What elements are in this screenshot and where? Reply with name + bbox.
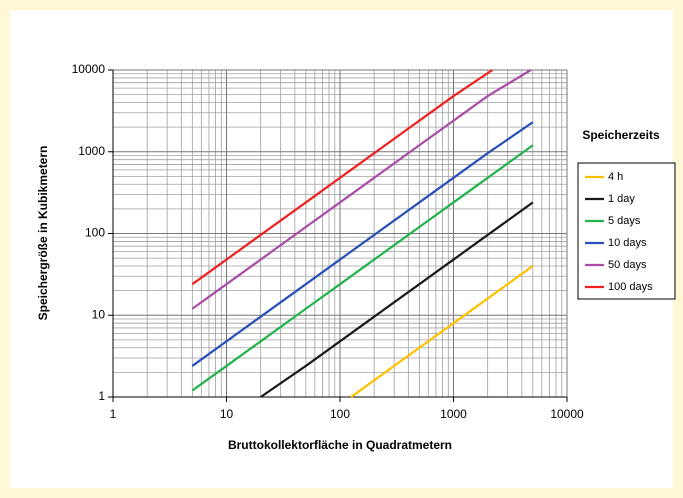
series-line <box>350 265 534 398</box>
x-tick-label: 1 <box>110 407 117 421</box>
x-axis-label: Bruttokollektorfläche in Quadratmetern <box>228 438 452 452</box>
legend-label: 10 days <box>608 237 647 249</box>
y-axis-label: Speichergröße in Kubikmetern <box>36 146 50 321</box>
legend-label: 5 days <box>608 215 641 227</box>
legend-label: 1 day <box>608 193 635 205</box>
y-tick-label: 10000 <box>72 62 106 76</box>
x-tick-label: 100 <box>330 407 350 421</box>
legend-label: 100 days <box>608 281 653 293</box>
legend-label: 4 h <box>608 171 623 183</box>
legend-label: 50 days <box>608 259 647 271</box>
series-line <box>191 121 534 367</box>
y-tick-label: 1 <box>98 389 105 403</box>
series-line <box>260 201 534 398</box>
y-tick-label: 100 <box>85 226 105 240</box>
x-tick-label: 1000 <box>440 407 467 421</box>
y-tick-label: 10 <box>92 307 106 321</box>
legend-title: Speicherzeits <box>582 128 660 142</box>
chart-panel <box>10 10 673 488</box>
legend-box <box>577 162 676 300</box>
y-tick-label: 1000 <box>78 144 105 158</box>
x-tick-label: 10000 <box>550 407 584 421</box>
series-line <box>191 69 532 310</box>
x-tick-label: 10 <box>220 407 234 421</box>
series-line <box>191 69 493 286</box>
series-line <box>191 144 534 392</box>
